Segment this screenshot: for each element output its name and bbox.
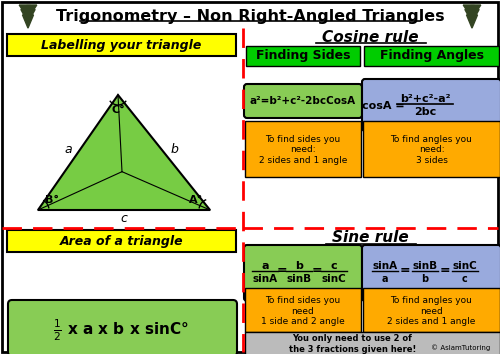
Text: sinC: sinC: [452, 261, 477, 271]
Text: Labelling your triangle: Labelling your triangle: [42, 39, 202, 51]
Text: Cosine rule: Cosine rule: [322, 29, 419, 45]
Text: =: =: [400, 264, 410, 278]
Text: Finding Angles: Finding Angles: [380, 50, 484, 63]
Text: sinB: sinB: [412, 261, 438, 271]
FancyBboxPatch shape: [363, 288, 500, 332]
Text: You only need to use 2 of
the 3 fractions given here!: You only need to use 2 of the 3 fraction…: [289, 334, 416, 354]
FancyBboxPatch shape: [8, 300, 237, 354]
Polygon shape: [19, 5, 37, 18]
Text: b: b: [422, 274, 428, 284]
FancyBboxPatch shape: [7, 230, 236, 252]
Text: =: =: [276, 264, 287, 278]
FancyBboxPatch shape: [364, 46, 499, 66]
Text: sinB: sinB: [286, 274, 312, 284]
Text: c: c: [120, 211, 128, 224]
Text: Sine rule: Sine rule: [332, 230, 409, 246]
Polygon shape: [463, 5, 481, 18]
FancyBboxPatch shape: [245, 332, 500, 354]
Text: C°: C°: [111, 105, 125, 115]
Text: $\frac{1}{2}$ x a x b x sinC°: $\frac{1}{2}$ x a x b x sinC°: [54, 317, 190, 343]
Polygon shape: [466, 15, 477, 28]
Text: b²+c²-a²: b²+c²-a²: [400, 94, 450, 104]
FancyBboxPatch shape: [245, 288, 361, 332]
FancyBboxPatch shape: [363, 121, 500, 177]
FancyBboxPatch shape: [244, 84, 362, 118]
Bar: [26, 5, 30, 13]
Text: a: a: [261, 261, 269, 271]
Text: Trigonometry – Non Right-Angled Triangles: Trigonometry – Non Right-Angled Triangle…: [56, 8, 444, 23]
Text: sinC: sinC: [322, 274, 346, 284]
Text: To find sides you
need:
2 sides and 1 angle: To find sides you need: 2 sides and 1 an…: [259, 135, 347, 165]
Text: =: =: [312, 264, 322, 278]
Text: To find angles you
need:
3 sides: To find angles you need: 3 sides: [390, 135, 472, 165]
Text: a: a: [64, 143, 72, 156]
Bar: [470, 5, 474, 13]
FancyBboxPatch shape: [246, 46, 360, 66]
Text: To find sides you
need
1 side and 2 angle: To find sides you need 1 side and 2 angl…: [261, 296, 345, 326]
FancyBboxPatch shape: [244, 245, 362, 301]
Text: Area of a triangle: Area of a triangle: [60, 234, 184, 247]
Polygon shape: [22, 15, 34, 28]
Text: sinA: sinA: [372, 261, 398, 271]
Text: Finding Sides: Finding Sides: [256, 50, 350, 63]
Text: b: b: [295, 261, 303, 271]
Text: © AslamTutoring: © AslamTutoring: [431, 345, 490, 351]
FancyBboxPatch shape: [362, 245, 500, 301]
Text: cosA =: cosA =: [362, 101, 405, 111]
Text: B°: B°: [45, 195, 59, 205]
Text: 2bc: 2bc: [414, 107, 436, 117]
FancyBboxPatch shape: [362, 79, 500, 131]
FancyBboxPatch shape: [245, 121, 361, 177]
Text: To find angles you
need
2 sides and 1 angle: To find angles you need 2 sides and 1 an…: [388, 296, 476, 326]
FancyBboxPatch shape: [7, 34, 236, 56]
Text: =: =: [440, 264, 450, 278]
Text: a: a: [382, 274, 388, 284]
Text: a²=b²+c²-2bcCosA: a²=b²+c²-2bcCosA: [250, 96, 356, 106]
Text: b: b: [170, 143, 178, 156]
Polygon shape: [21, 10, 35, 23]
Text: sinA: sinA: [252, 274, 278, 284]
Text: A°: A°: [189, 195, 203, 205]
Polygon shape: [465, 10, 479, 23]
Text: c: c: [330, 261, 338, 271]
Text: c: c: [462, 274, 468, 284]
Polygon shape: [38, 95, 210, 210]
